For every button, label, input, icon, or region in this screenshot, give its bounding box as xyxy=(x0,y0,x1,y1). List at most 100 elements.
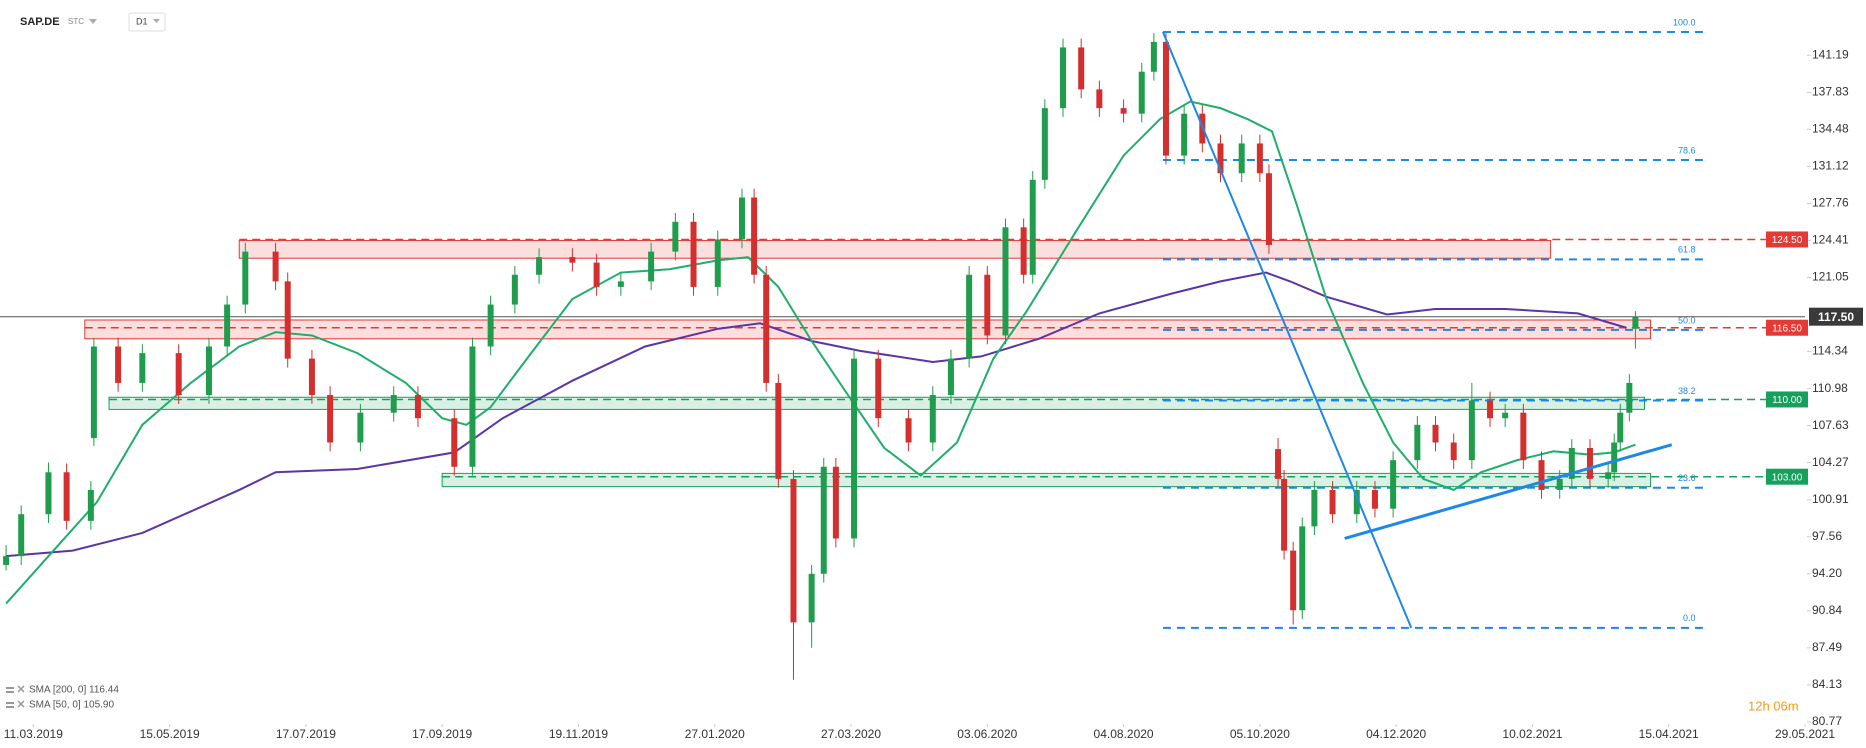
y-tick-label: 107.63 xyxy=(1812,418,1849,432)
y-tick-label: 121.05 xyxy=(1812,270,1849,284)
candle-body xyxy=(1502,412,1509,419)
fib-label: 23.6 xyxy=(1678,473,1696,483)
legend-icon[interactable] xyxy=(6,702,14,704)
candle-body xyxy=(3,556,10,565)
y-tick-label: 87.49 xyxy=(1812,640,1842,654)
level-label: 124.50 xyxy=(1772,235,1803,246)
candle-body xyxy=(751,197,758,275)
y-tick-label: 104.27 xyxy=(1812,455,1849,469)
candle-body xyxy=(1238,143,1245,174)
trendline xyxy=(1162,31,1413,629)
level-label: 103.00 xyxy=(1772,472,1803,483)
y-tick-label: 100.91 xyxy=(1812,492,1849,506)
candle-body xyxy=(536,257,543,275)
candle-body xyxy=(414,395,421,419)
y-tick-label: 110.98 xyxy=(1812,381,1848,395)
candle-body xyxy=(1150,41,1157,72)
trendline xyxy=(1344,443,1673,540)
candle-body xyxy=(984,274,991,336)
level-label-box xyxy=(1766,319,1808,336)
candle-body xyxy=(1181,113,1188,156)
candle-body xyxy=(1078,47,1085,90)
candle-body xyxy=(966,274,973,359)
legend-entry: SMA [50, 0] 105.90 xyxy=(29,700,114,711)
candle-body xyxy=(1299,526,1306,611)
candle-body xyxy=(790,478,797,623)
candle-body xyxy=(1432,424,1439,443)
y-tick-label: 114.34 xyxy=(1812,344,1848,358)
candle-body xyxy=(1414,424,1421,461)
y-tick-label: 97.56 xyxy=(1812,529,1842,543)
candle-body xyxy=(1029,179,1036,275)
legend-icon[interactable] xyxy=(6,706,14,708)
x-tick-label: 15.05.2019 xyxy=(140,727,200,741)
legend: SMA [200, 0] 116.44 SMA [50, 0] 105.90 xyxy=(6,685,119,711)
candle-body xyxy=(1586,448,1593,479)
y-tick-label: 124.41 xyxy=(1812,233,1849,247)
candle-body xyxy=(1281,478,1288,551)
legend-remove[interactable] xyxy=(17,685,25,693)
legend-remove[interactable] xyxy=(17,700,25,708)
y-tick-label: 80.77 xyxy=(1812,714,1842,728)
candle-body xyxy=(1002,227,1009,336)
level-label-box xyxy=(1766,231,1808,248)
candle-body xyxy=(690,221,697,287)
header: SAP.DE STC D1 xyxy=(20,12,166,32)
zone xyxy=(238,240,1552,259)
candle-body xyxy=(63,472,70,521)
y-tick-label: 127.76 xyxy=(1812,196,1849,210)
candle-body xyxy=(1390,460,1397,509)
candle-body xyxy=(763,274,770,383)
candle-body xyxy=(1632,316,1639,329)
legend-entry: SMA [200, 0] 116.44 xyxy=(29,685,119,696)
candle-body xyxy=(1617,412,1624,443)
candle-body xyxy=(929,395,936,443)
candle-body xyxy=(617,281,624,287)
candle-body xyxy=(875,358,882,419)
candle-body xyxy=(714,239,721,287)
candle-body xyxy=(1020,227,1027,275)
level-label-box xyxy=(1766,391,1808,408)
symbol: SAP.DE xyxy=(20,16,60,28)
fib-label: 78.6 xyxy=(1678,145,1696,155)
candle-body xyxy=(820,466,827,574)
x-tick-label: 04.12.2020 xyxy=(1366,727,1426,741)
legend-icon[interactable] xyxy=(6,687,14,689)
x-tick-label: 17.07.2019 xyxy=(276,727,336,741)
level-label-box xyxy=(1766,468,1808,485)
y-tick-label: 134.48 xyxy=(1812,121,1849,135)
last-price-label: 117.50 xyxy=(1818,310,1854,324)
x-tick-label: 04.08.2020 xyxy=(1094,727,1154,741)
candle-body xyxy=(1450,442,1457,461)
candle-body xyxy=(593,262,600,287)
candle-body xyxy=(1275,449,1282,479)
candle-body xyxy=(45,472,52,515)
x-tick-label: 03.06.2020 xyxy=(957,727,1017,741)
interval-select[interactable] xyxy=(128,12,166,32)
source-dropdown[interactable] xyxy=(89,19,97,24)
candle-body xyxy=(1265,173,1272,245)
source[interactable]: STC xyxy=(68,17,84,26)
candle-body xyxy=(738,197,745,240)
candle-body xyxy=(775,382,782,479)
moving-average xyxy=(5,100,1636,605)
candle-body xyxy=(308,358,315,396)
plot xyxy=(0,31,1805,680)
x-tick-label: 27.03.2020 xyxy=(821,727,881,741)
y-tick-label: 141.19 xyxy=(1812,47,1849,61)
candle-body xyxy=(87,489,94,521)
candle-body xyxy=(451,418,458,467)
candle-body xyxy=(1611,442,1618,473)
y-tick-label: 94.20 xyxy=(1812,566,1842,580)
candle-body xyxy=(1138,71,1145,114)
candle-body xyxy=(390,395,397,413)
candle-body xyxy=(832,466,839,539)
candle-body xyxy=(1096,89,1103,109)
x-tick-label: 17.09.2019 xyxy=(412,727,472,741)
legend-icon[interactable] xyxy=(6,691,14,693)
candle-body xyxy=(947,358,954,396)
x-tick-label: 27.01.2020 xyxy=(685,727,745,741)
y-tick-label: 90.84 xyxy=(1812,603,1842,617)
